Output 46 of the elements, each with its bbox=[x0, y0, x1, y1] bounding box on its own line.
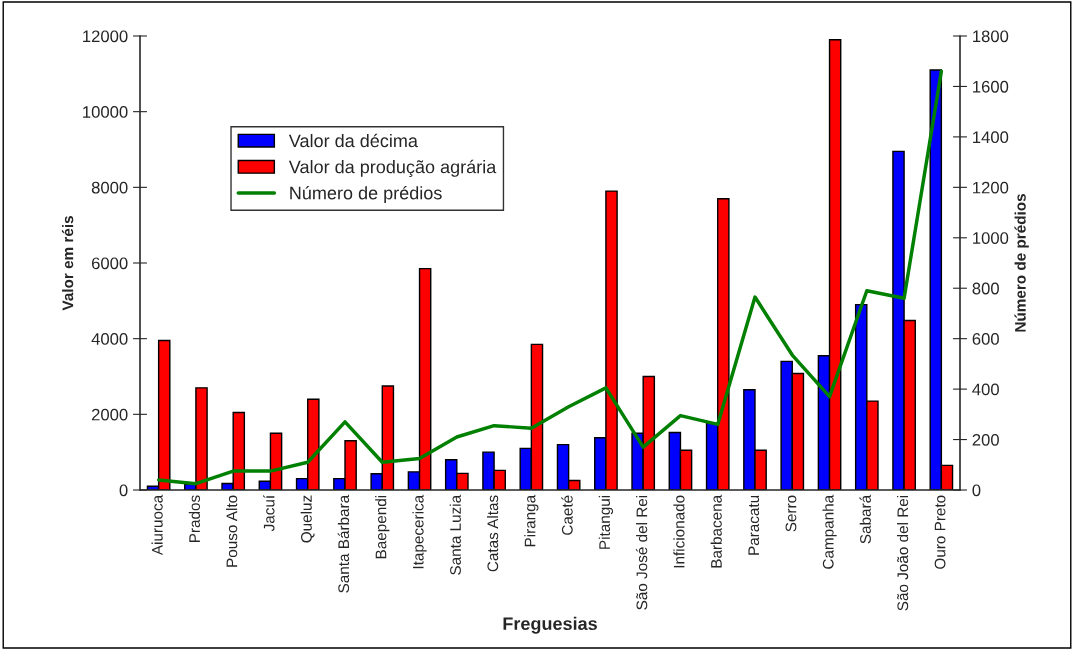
y-tick-label: 4000 bbox=[91, 333, 128, 345]
y2-tick-label: 400 bbox=[972, 383, 999, 396]
y2-tick-label: 1400 bbox=[973, 131, 1009, 144]
line-series bbox=[156, 69, 944, 486]
x-tick-label: Piranga bbox=[524, 494, 539, 547]
y2-tick-label: 1000 bbox=[973, 232, 1009, 244]
x-tick-label: Santa Bárbara bbox=[337, 494, 350, 593]
y-tick-label: 0 bbox=[119, 484, 128, 497]
x-tick-label: Prados bbox=[188, 495, 201, 543]
y-tick-label: 2000 bbox=[91, 408, 128, 421]
y2-axis-title: Número de prédios bbox=[1014, 194, 1029, 332]
y-tick-label: 8000 bbox=[91, 181, 128, 194]
x-tick-label: Campanha bbox=[822, 494, 837, 569]
x-tick-label: Pouso Alto bbox=[226, 495, 238, 567]
y-axis-title: Valor em réis bbox=[61, 216, 74, 311]
x-tick-label: Inficionado bbox=[673, 495, 685, 568]
x-tick-label: Aiuruoca bbox=[151, 494, 163, 556]
x-tick-label: São José del Rei bbox=[635, 495, 648, 610]
y2-tick-label: 600 bbox=[972, 333, 999, 345]
x-axis-title: Freguesias bbox=[503, 616, 597, 634]
x-tick-label: Serro bbox=[785, 495, 797, 532]
y2-tick-label: 200 bbox=[972, 433, 999, 446]
x-tick-label: Ouro Preto bbox=[934, 495, 946, 569]
legend-label: Valor da décima bbox=[288, 133, 418, 148]
x-tick-label: Itapecerica bbox=[412, 494, 427, 569]
y-tick-label: 6000 bbox=[91, 257, 128, 270]
legend-label: Número de prédios bbox=[290, 185, 442, 204]
x-tick-label: São João del Rei bbox=[896, 495, 909, 611]
y2-tick-label: 800 bbox=[972, 282, 999, 295]
x-tick-label: Sabará bbox=[859, 494, 871, 544]
y2-tick-label: 0 bbox=[972, 484, 981, 497]
y-tick-label: 12000 bbox=[83, 30, 128, 43]
y2-tick-label: 1800 bbox=[973, 30, 1009, 43]
y2-tick-label: 1200 bbox=[973, 181, 1009, 194]
x-tick-label: Pitangui bbox=[598, 495, 614, 549]
x-tick-label: Catas Altas bbox=[486, 495, 499, 572]
y2-tick-label: 1600 bbox=[973, 80, 1009, 93]
x-tick-label: Jacuí bbox=[263, 494, 275, 532]
x-tick-label: Paracatu bbox=[748, 495, 760, 555]
legend-label: Valor da produção agrária bbox=[288, 159, 497, 177]
x-tick-label: Queluz bbox=[300, 495, 315, 543]
x-tick-label: Santa Luzia bbox=[449, 494, 461, 575]
x-tick-label: Baependi bbox=[375, 495, 390, 559]
x-tick-label: Caeté bbox=[561, 495, 573, 535]
x-tick-label: Barbacena bbox=[710, 494, 722, 568]
y-tick-label: 10000 bbox=[83, 106, 128, 118]
